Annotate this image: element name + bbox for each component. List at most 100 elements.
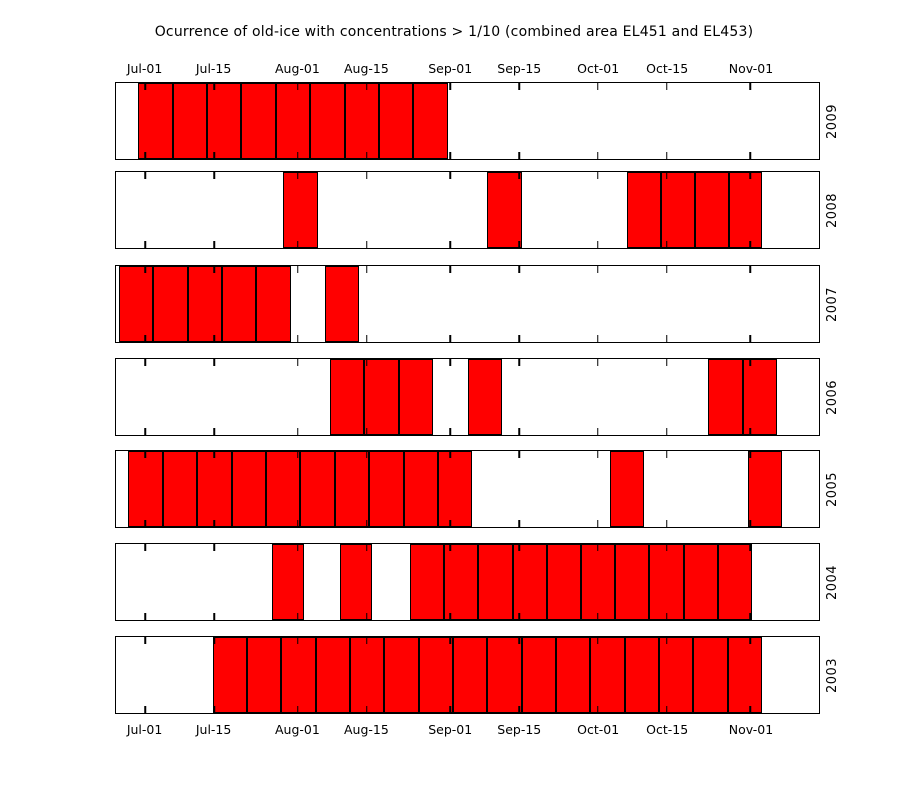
axis-tick xyxy=(665,335,668,342)
axis-tick-label-top: Aug-15 xyxy=(344,61,389,76)
axis-tick-label-bottom: Oct-01 xyxy=(577,722,620,737)
axis-tick xyxy=(665,451,668,458)
ice-week-cell xyxy=(659,637,694,713)
year-label-text: 2006 xyxy=(825,379,841,415)
axis-tick xyxy=(665,241,668,248)
axis-tick xyxy=(365,428,368,435)
axis-tick xyxy=(144,706,147,713)
axis-tick xyxy=(597,241,599,248)
ice-week-cell xyxy=(265,451,301,527)
year-panel-2009: 2009 xyxy=(115,82,841,160)
axis-tick xyxy=(449,428,452,435)
axis-tick xyxy=(213,241,216,248)
axis-tick xyxy=(597,544,599,551)
axis-tick xyxy=(297,520,299,527)
axis-tick xyxy=(665,83,668,90)
axis-tick xyxy=(297,83,299,90)
ice-week-cell xyxy=(241,83,276,159)
axis-tick xyxy=(597,266,599,273)
ice-week-cell xyxy=(329,359,365,435)
axis-tick xyxy=(665,428,668,435)
axis-tick-label-bottom: Nov-01 xyxy=(728,722,774,737)
ice-week-cell xyxy=(728,172,763,248)
axis-tick xyxy=(213,544,216,551)
axis-tick xyxy=(749,544,751,551)
axis-tick xyxy=(665,172,668,179)
axis-tick xyxy=(449,335,452,342)
axis-tick xyxy=(749,335,751,342)
axis-tick xyxy=(365,152,368,159)
axis-tick xyxy=(297,451,299,458)
year-label-text: 2009 xyxy=(825,103,841,139)
ice-week-cell xyxy=(556,637,591,713)
ice-week-cell xyxy=(275,83,311,159)
axis-tick xyxy=(297,359,299,366)
ice-week-cell xyxy=(364,359,399,435)
axis-tick xyxy=(297,266,299,273)
axis-tick xyxy=(365,335,368,342)
ice-week-cell xyxy=(467,359,502,435)
axis-tick xyxy=(749,451,751,458)
axis-tick-label-top: Oct-01 xyxy=(577,61,620,76)
axis-tick xyxy=(144,83,147,90)
axis-tick xyxy=(297,335,299,342)
axis-tick xyxy=(597,152,599,159)
year-label-2006: 2006 xyxy=(819,359,847,435)
axis-tick xyxy=(449,613,452,620)
axis-tick xyxy=(597,83,599,90)
axis-tick xyxy=(213,266,216,273)
ice-week-cell xyxy=(172,83,207,159)
ice-week-cell xyxy=(369,451,404,527)
axis-tick xyxy=(144,152,147,159)
axis-tick xyxy=(597,172,599,179)
axis-tick xyxy=(144,428,147,435)
axis-tick xyxy=(518,613,520,620)
year-label-text: 2007 xyxy=(825,286,841,322)
ice-week-cell xyxy=(315,637,351,713)
axis-tick xyxy=(665,544,668,551)
ice-week-cell xyxy=(310,83,345,159)
axis-tick xyxy=(144,544,147,551)
axis-tick xyxy=(213,428,216,435)
ice-week-cell xyxy=(627,172,662,248)
axis-tick xyxy=(597,335,599,342)
ice-week-cell xyxy=(344,83,379,159)
ice-week-cell xyxy=(221,266,257,342)
axis-tick xyxy=(297,152,299,159)
ice-week-cell xyxy=(256,266,291,342)
ice-week-cell xyxy=(384,637,419,713)
ice-week-cell xyxy=(138,83,173,159)
ice-week-cell xyxy=(272,544,304,620)
axis-tick xyxy=(749,83,751,90)
ice-week-cell xyxy=(649,544,684,620)
ice-week-cell xyxy=(727,637,762,713)
axis-tick xyxy=(597,520,599,527)
axis-tick xyxy=(144,520,147,527)
ice-week-cell xyxy=(300,451,335,527)
axis-tick xyxy=(213,637,216,644)
ice-week-cell xyxy=(324,266,360,342)
ice-week-cell xyxy=(247,637,282,713)
year-label-text: 2008 xyxy=(825,192,841,228)
ice-week-cell xyxy=(453,637,488,713)
axis-tick-label-bottom: Sep-15 xyxy=(497,722,542,737)
axis-tick xyxy=(144,451,147,458)
ice-week-cell xyxy=(661,172,695,248)
ice-week-cell xyxy=(212,637,248,713)
axis-tick xyxy=(449,359,452,366)
axis-tick xyxy=(144,359,147,366)
ice-week-cell xyxy=(409,544,445,620)
axis-tick-label-bottom: Oct-15 xyxy=(646,722,689,737)
ice-week-cell xyxy=(717,544,753,620)
year-label-text: 2003 xyxy=(825,657,841,693)
axis-tick xyxy=(213,83,216,90)
axis-tick xyxy=(297,172,299,179)
axis-tick xyxy=(665,613,668,620)
ice-week-cell xyxy=(379,83,414,159)
axis-tick xyxy=(365,83,368,90)
year-panel-2005: 2005 xyxy=(115,450,841,528)
axis-tick xyxy=(518,241,520,248)
axis-tick xyxy=(144,172,147,179)
axis-tick xyxy=(213,520,216,527)
